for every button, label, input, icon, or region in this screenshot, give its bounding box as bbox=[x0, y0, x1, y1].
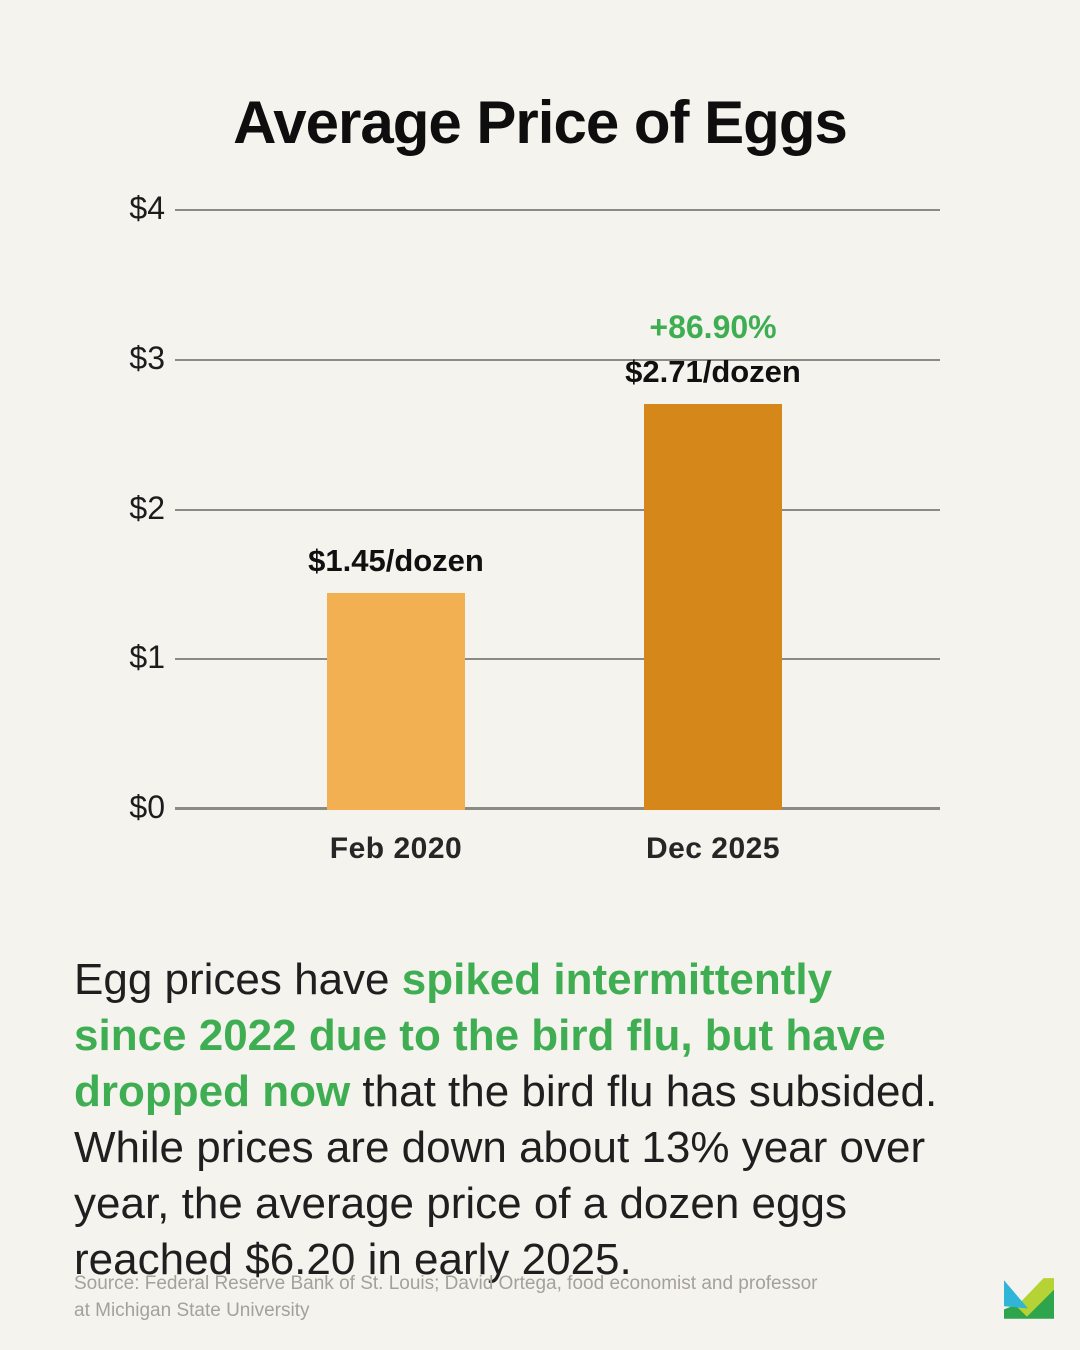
caption-segment-highlighted: spiked intermittently since 2022 due to … bbox=[74, 955, 886, 1116]
y-axis-tick-label: $0 bbox=[129, 789, 165, 825]
gridline bbox=[175, 807, 940, 810]
caption-paragraph: Egg prices have spiked intermittently si… bbox=[74, 952, 1034, 1288]
caption-segment: that the bird flu has subsided. While pr… bbox=[74, 1067, 938, 1284]
bar-value-label: $1.45/dozen bbox=[308, 542, 484, 578]
money-logo-checkmark-icon bbox=[1004, 1278, 1054, 1319]
page-title: Average Price of Eggs bbox=[233, 89, 848, 157]
x-axis-label-dec-2025: Dec 2025 bbox=[645, 832, 781, 865]
bar-feb-2020 bbox=[327, 592, 465, 810]
y-axis-tick-label: $2 bbox=[129, 489, 165, 526]
bar-value-label: $2.71/dozen bbox=[625, 354, 801, 390]
source-attribution: Source: Federal Reserve Bank of St. Loui… bbox=[74, 1273, 818, 1321]
gridline bbox=[175, 658, 940, 661]
logo-blue-triangle bbox=[1004, 1280, 1028, 1309]
gridline bbox=[175, 508, 940, 511]
bar-dec-2025 bbox=[644, 404, 782, 810]
gridline bbox=[175, 209, 940, 211]
percent-change-label: +86.90% bbox=[649, 309, 777, 346]
y-axis-tick-label: $4 bbox=[129, 190, 165, 226]
gridline bbox=[175, 358, 940, 361]
x-axis-label-feb-2020: Feb 2020 bbox=[329, 832, 463, 865]
bar-chart: $0 $1 $2 $3 $4 $1.45/dozen $2.71/dozen +86.9… bbox=[129, 190, 940, 865]
y-axis-tick-label: $1 bbox=[129, 639, 165, 676]
caption-segment: Egg prices have bbox=[74, 955, 402, 1004]
y-axis-tick-label: $3 bbox=[129, 339, 165, 376]
